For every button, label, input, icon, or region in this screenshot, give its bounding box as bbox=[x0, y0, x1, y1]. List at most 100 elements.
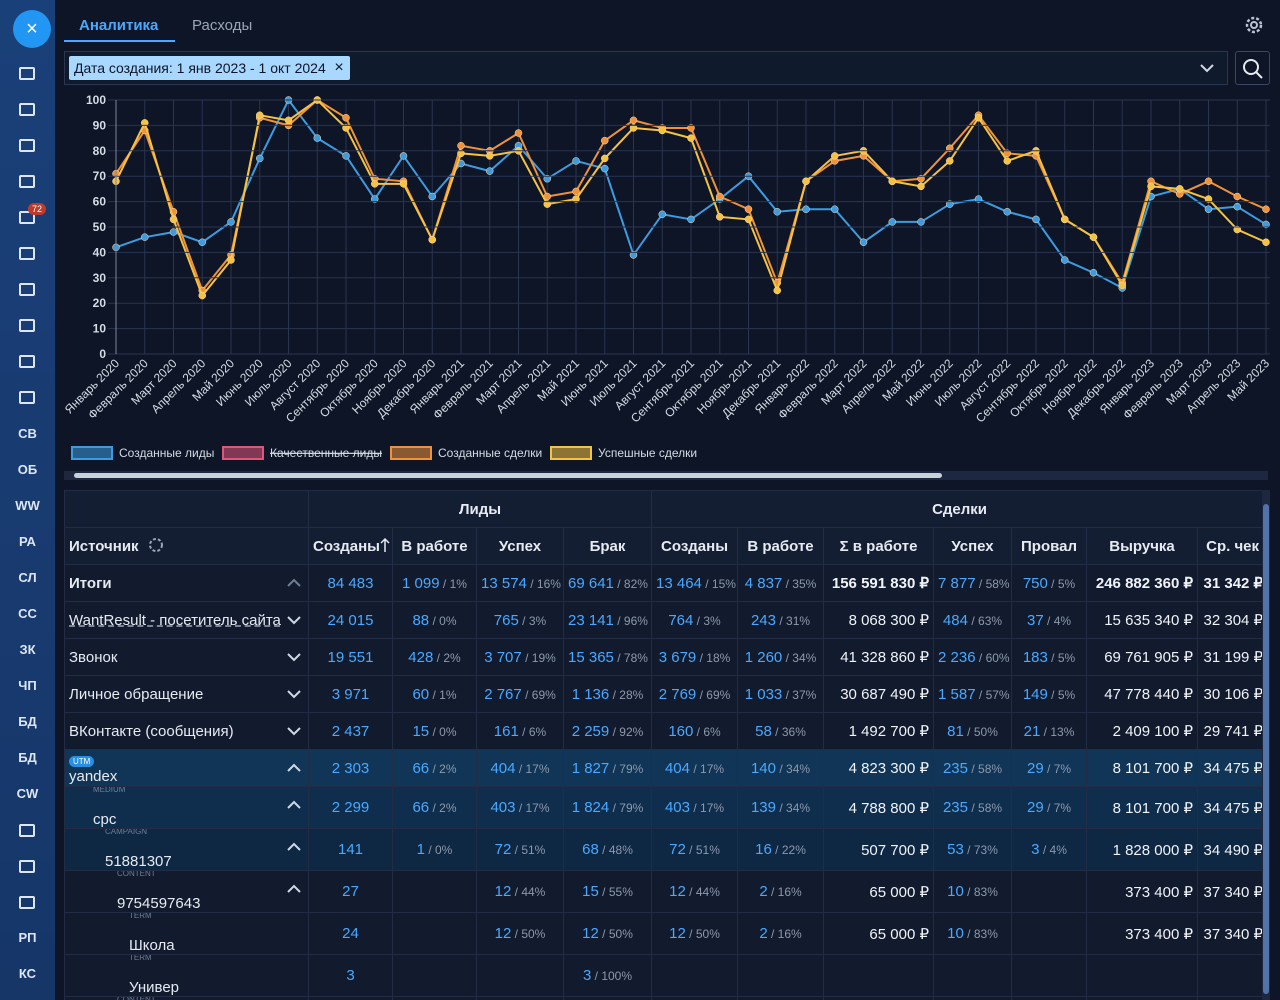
nav-label[interactable]: ЗК bbox=[19, 642, 36, 657]
value-cell: 880% bbox=[392, 601, 477, 639]
nav-label[interactable]: CW bbox=[16, 786, 39, 801]
tab[interactable]: Расходы bbox=[192, 17, 253, 34]
dropdown-icon[interactable] bbox=[1199, 62, 1215, 74]
close-button[interactable]: × bbox=[13, 10, 51, 48]
expand-icon[interactable] bbox=[286, 651, 302, 663]
legend-swatch[interactable] bbox=[390, 446, 432, 460]
value-cell bbox=[392, 870, 477, 913]
nav-icon[interactable] bbox=[19, 319, 35, 332]
nav-label[interactable]: ЧП bbox=[18, 678, 37, 693]
nav-label[interactable]: КС bbox=[18, 966, 37, 981]
legend-label[interactable]: Качественные лиды bbox=[270, 446, 382, 460]
expand-icon[interactable] bbox=[286, 799, 302, 811]
point bbox=[1204, 205, 1213, 213]
nav-label[interactable]: СВ bbox=[18, 426, 37, 441]
source-name[interactable]: Личное обращение bbox=[69, 685, 204, 703]
legend-label[interactable]: Успешные сделки bbox=[598, 446, 697, 460]
column-header[interactable]: Созданы bbox=[308, 527, 393, 565]
value: 141 bbox=[337, 841, 364, 858]
source-name[interactable]: cpc bbox=[93, 811, 117, 828]
tab[interactable]: Аналитика bbox=[79, 17, 159, 34]
percent: 2% bbox=[433, 651, 460, 665]
header-row: Источник Созданы В работе Успех Брак Созданы В… bbox=[64, 527, 1262, 565]
source-name[interactable]: Итоги bbox=[69, 574, 112, 592]
nav-icon[interactable] bbox=[19, 860, 35, 873]
nav-label[interactable]: БД bbox=[18, 714, 37, 729]
source-name[interactable]: 51881307 bbox=[105, 853, 172, 870]
nav-icon[interactable] bbox=[19, 283, 35, 296]
column-header[interactable]: В работе bbox=[392, 527, 477, 565]
column-header[interactable]: Провал bbox=[1011, 527, 1088, 565]
column-header[interactable]: Σ в работе bbox=[823, 527, 935, 565]
point bbox=[371, 180, 379, 188]
filter-chip[interactable]: Дата создания: 1 янв 2023 - 1 окт 2024 × bbox=[69, 56, 350, 80]
column-header[interactable]: Брак bbox=[562, 527, 653, 565]
nav-label[interactable]: ОБ bbox=[17, 462, 38, 477]
point bbox=[1118, 281, 1126, 290]
source-name[interactable]: Школа bbox=[129, 937, 175, 954]
gear-icon[interactable] bbox=[147, 537, 165, 553]
y-tick-label: 40 bbox=[93, 245, 107, 259]
column-header[interactable]: Ср. чек bbox=[1197, 527, 1262, 565]
legend-swatch[interactable] bbox=[550, 446, 592, 460]
source-name[interactable]: ВКонтакте (сообщения) bbox=[69, 722, 234, 740]
value-cell: 150% bbox=[392, 712, 477, 750]
nav-icon[interactable] bbox=[19, 139, 35, 152]
expand-icon[interactable] bbox=[286, 762, 302, 774]
value-cell: 19 551 bbox=[308, 638, 393, 676]
column-header[interactable]: Успех bbox=[933, 527, 1013, 565]
legend-swatch[interactable] bbox=[71, 446, 113, 460]
value-cell: 623 400 ₽ bbox=[1086, 996, 1199, 1000]
value-cell bbox=[737, 954, 825, 997]
percent: 44% bbox=[511, 885, 545, 899]
row: ВКонтакте (сообщения)2 437150%1616%2 259… bbox=[64, 712, 1262, 750]
value: 2 bbox=[759, 925, 768, 942]
nav-icon[interactable] bbox=[19, 896, 35, 909]
nav-label[interactable]: СС bbox=[18, 606, 37, 621]
expand-icon[interactable] bbox=[286, 883, 302, 895]
nav-icon[interactable] bbox=[19, 391, 35, 404]
chip-remove[interactable]: × bbox=[334, 59, 344, 76]
value-cell: 4 823 300 ₽ bbox=[823, 749, 935, 787]
nav-label[interactable]: РА bbox=[19, 534, 36, 549]
column-header[interactable]: Выручка bbox=[1086, 527, 1199, 565]
percent: 96% bbox=[614, 614, 648, 628]
nav-icon[interactable] bbox=[19, 103, 35, 116]
value: 12 bbox=[494, 925, 512, 942]
nav-icon[interactable] bbox=[19, 247, 35, 260]
source-name[interactable]: Универ bbox=[129, 979, 180, 996]
nav-label[interactable]: СЛ bbox=[18, 570, 37, 585]
legend-label[interactable]: Созданные сделки bbox=[438, 446, 542, 460]
h-scroll-thumb[interactable] bbox=[74, 473, 942, 478]
nav-label[interactable]: WW bbox=[15, 498, 40, 513]
nav-icon[interactable] bbox=[19, 355, 35, 368]
nav-label[interactable]: РП bbox=[18, 930, 37, 945]
nav-icon[interactable] bbox=[19, 67, 35, 80]
search-button[interactable] bbox=[1235, 51, 1270, 85]
nav-icon[interactable] bbox=[19, 175, 35, 188]
v-scroll-thumb[interactable] bbox=[1263, 504, 1269, 994]
column-header[interactable]: Созданы bbox=[651, 527, 739, 565]
source-name[interactable]: WantResult - посетитель сайта bbox=[69, 611, 281, 629]
expand-icon[interactable] bbox=[286, 725, 302, 737]
nav-icon[interactable] bbox=[19, 824, 35, 837]
expand-icon[interactable] bbox=[286, 577, 302, 589]
column-header[interactable]: В работе bbox=[737, 527, 825, 565]
source-name[interactable]: 9754597643 bbox=[117, 895, 201, 912]
filter-bar[interactable]: Дата создания: 1 янв 2023 - 1 окт 2024 × bbox=[64, 51, 1228, 85]
y-tick-label: 60 bbox=[93, 195, 107, 209]
legend-label[interactable]: Созданные лиды bbox=[119, 446, 214, 460]
source-name[interactable]: Звонок bbox=[69, 648, 118, 666]
search-icon bbox=[1243, 59, 1263, 79]
column-header[interactable]: Успех bbox=[476, 527, 564, 565]
expand-icon[interactable] bbox=[286, 614, 302, 626]
expand-icon[interactable] bbox=[286, 841, 302, 853]
point bbox=[1233, 192, 1241, 201]
source-name[interactable]: yandex bbox=[69, 768, 118, 785]
settings-icon[interactable] bbox=[1243, 14, 1265, 36]
nav-label[interactable]: БД bbox=[18, 750, 37, 765]
value-cell: 31 199 ₽ bbox=[1197, 638, 1262, 676]
expand-icon[interactable] bbox=[286, 688, 302, 700]
legend-swatch[interactable] bbox=[222, 446, 264, 460]
nav-icon[interactable] bbox=[19, 211, 35, 224]
